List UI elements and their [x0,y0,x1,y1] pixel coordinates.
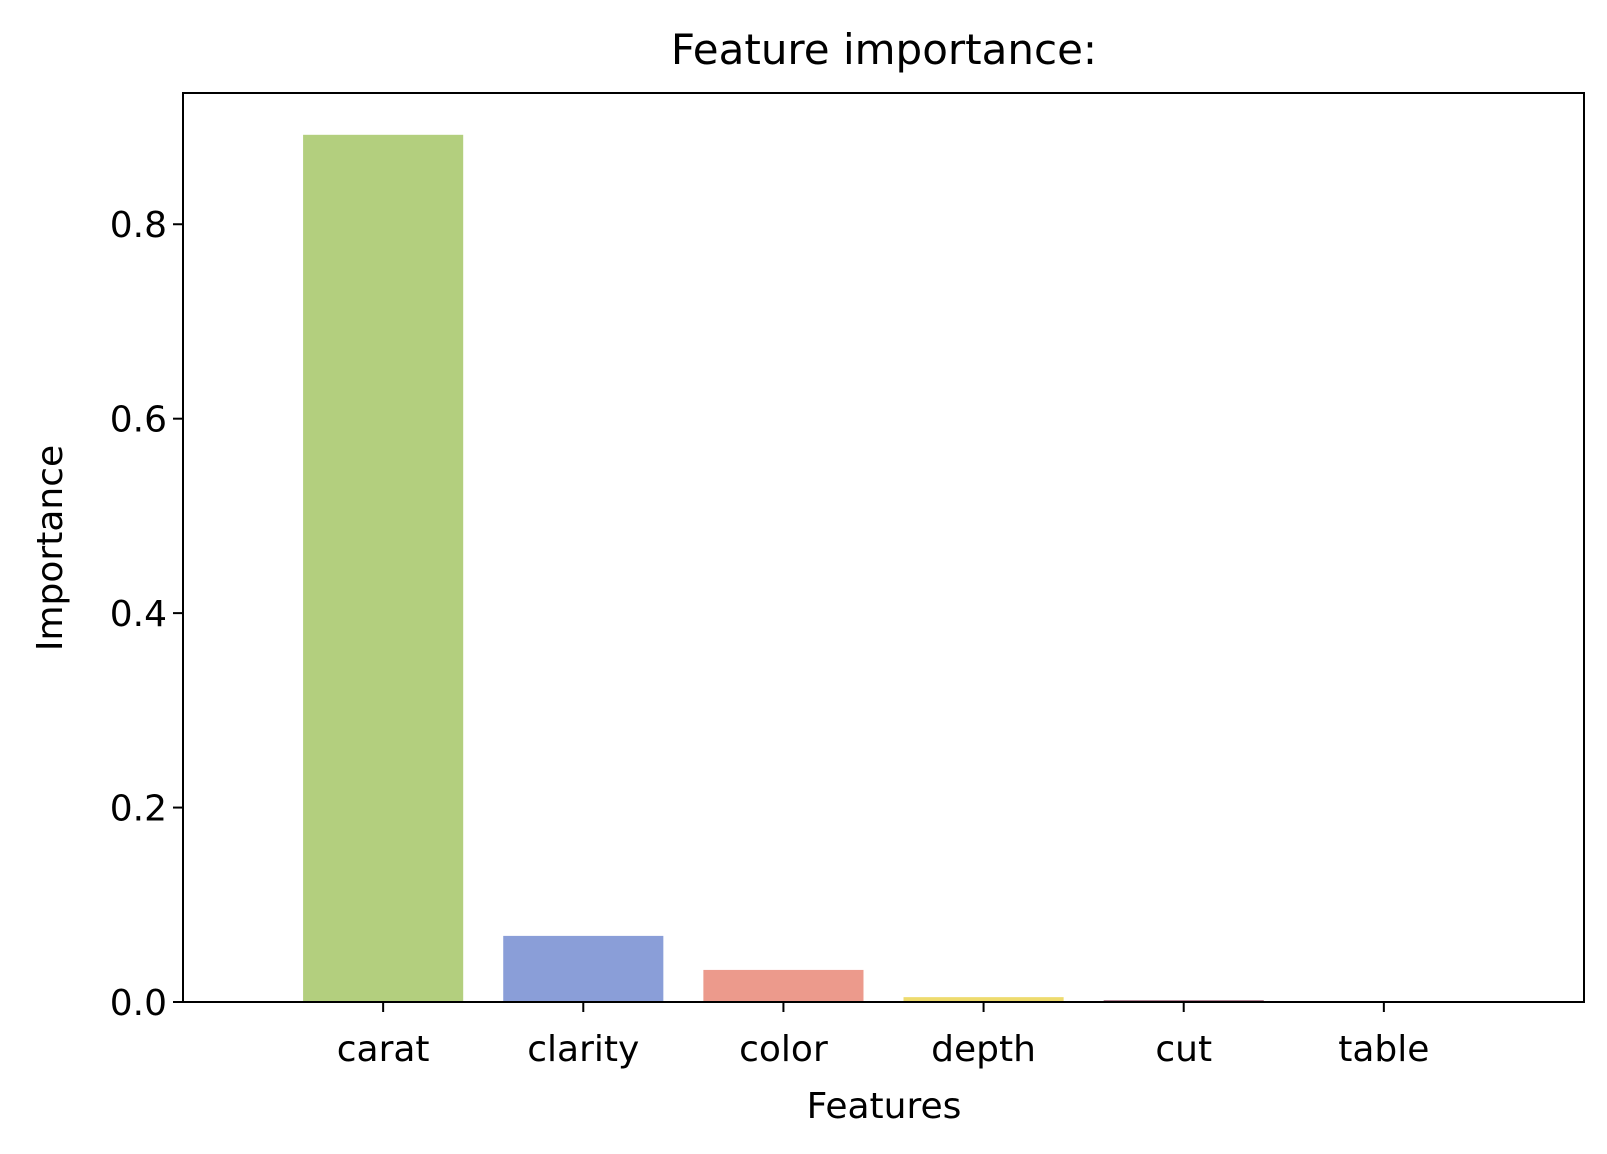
x-tick-label: depth [931,1029,1036,1070]
y-tick-label: 0.2 [110,789,167,830]
bar-clarity [503,935,664,1002]
x-tick-label: carat [337,1029,430,1070]
y-ticks-group: 0.0 0.2 0.4 0.6 0.8 [110,205,183,1024]
bar-color [703,969,864,1002]
x-axis-label: Features [807,1086,962,1127]
bar-carat [303,134,464,1003]
x-tick-label: cut [1155,1029,1212,1070]
chart-title: Feature importance: [671,25,1097,74]
bar-depth [903,997,1064,1002]
x-tick-label: color [739,1029,828,1070]
x-tick-label: clarity [527,1029,639,1070]
y-tick-label: 0.6 [110,400,167,441]
x-ticks-group: carat clarity color depth cut table [337,1002,1429,1070]
plot-frame [182,92,1585,1003]
y-tick-label: 0.0 [110,983,167,1024]
x-tick-label: table [1338,1029,1429,1070]
y-tick-label: 0.8 [110,205,167,246]
y-tick-label: 0.4 [110,594,167,635]
y-axis-label: Importance [30,445,71,651]
